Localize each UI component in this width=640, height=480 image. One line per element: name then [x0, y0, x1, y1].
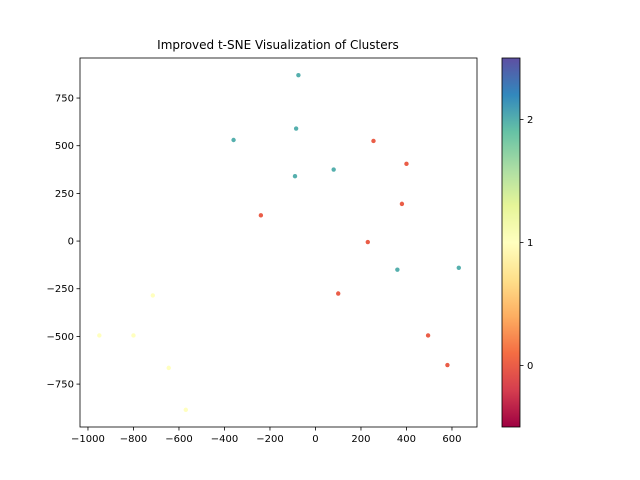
colorbar-tick-label: 2: [527, 115, 533, 126]
y-tick-label: −250: [47, 284, 74, 295]
scatter-point: [292, 174, 298, 179]
y-axis: −750 −500 −250 0 250 500 750: [47, 94, 80, 391]
scatter-point: [131, 333, 136, 338]
scatter-point: [399, 201, 405, 207]
scatter-point: [258, 213, 264, 218]
scatter-point: [331, 167, 336, 172]
x-axis: −1000 −800 −600 −400 −200 0 200 400 600: [71, 427, 462, 445]
x-tick-label: −400: [211, 434, 238, 445]
scatter-point: [456, 265, 461, 270]
scatter-point: [97, 333, 102, 338]
scatter-point: [166, 365, 171, 371]
scatter-point: [404, 161, 409, 167]
x-tick-label: −800: [120, 434, 147, 445]
y-tick-label: 500: [55, 141, 74, 152]
scatter-point: [371, 138, 376, 144]
x-tick-label: 400: [397, 434, 416, 445]
scatter-point: [293, 126, 299, 131]
x-tick-label: −1000: [71, 434, 105, 445]
scatter-point: [296, 72, 301, 78]
chart-title: Improved t-SNE Visualization of Clusters: [157, 38, 399, 52]
scatter-point: [231, 137, 236, 143]
scatter-point: [336, 291, 341, 296]
scatter-points: [97, 72, 461, 413]
y-tick-label: −500: [47, 332, 74, 343]
x-tick-label: 200: [351, 434, 370, 445]
scatter-point: [150, 293, 156, 298]
x-tick-label: −200: [256, 434, 283, 445]
scatter-point: [395, 267, 400, 272]
scatter-point: [183, 407, 188, 413]
colorbar: [501, 57, 521, 428]
y-tick-label: −750: [47, 380, 74, 391]
x-tick-label: −600: [165, 434, 192, 445]
colorbar-tick-label: 1: [527, 238, 533, 249]
scatter-point: [365, 239, 370, 245]
y-tick-label: 750: [55, 94, 74, 105]
scatter-point: [445, 362, 450, 368]
plot-area: [79, 57, 478, 428]
x-tick-label: 600: [442, 434, 461, 445]
scatter-point: [425, 333, 431, 338]
y-tick-label: 0: [68, 237, 74, 248]
x-tick-label: 0: [312, 434, 318, 445]
colorbar-tick-label: 0: [527, 361, 533, 372]
y-tick-label: 250: [55, 189, 74, 200]
colorbar-axis: 0 1 2: [520, 115, 533, 372]
